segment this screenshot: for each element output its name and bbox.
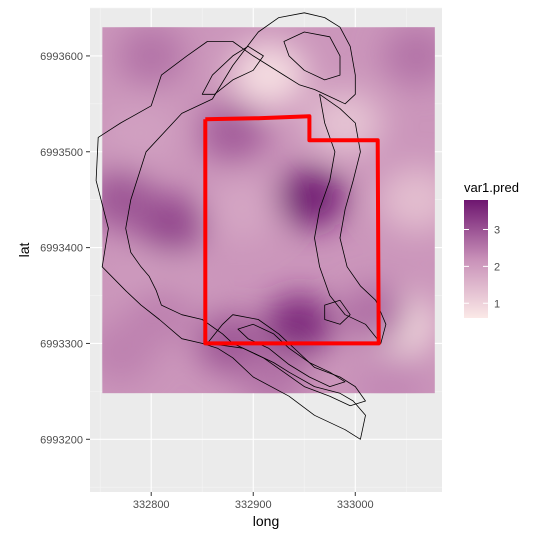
x-tick-label: 332900 bbox=[235, 499, 272, 511]
y-axis: 6993200 6993300 6993400 6993500 6993600 bbox=[40, 51, 90, 446]
surface-low bbox=[378, 167, 435, 232]
surface-hotspot bbox=[102, 169, 155, 230]
surface-hotspot bbox=[265, 294, 334, 355]
surface-hotspot bbox=[382, 27, 435, 86]
outline-polygon bbox=[95, 12, 366, 440]
surface-low bbox=[205, 177, 282, 242]
surface-hotspot bbox=[117, 27, 186, 86]
surface-hotspot bbox=[356, 351, 425, 394]
outline-polygon bbox=[237, 323, 346, 388]
surface-low bbox=[307, 91, 384, 156]
surface-hotspot bbox=[277, 167, 346, 228]
y-tick-label: 6993400 bbox=[40, 243, 83, 255]
surface-hotspot bbox=[102, 323, 155, 384]
highlight-region bbox=[203, 114, 381, 346]
outline-polygon bbox=[314, 93, 387, 344]
surface-hotspot bbox=[239, 346, 308, 394]
y-axis-title: lat bbox=[16, 243, 32, 258]
x-axis: 332800 332900 333000 bbox=[133, 492, 374, 511]
surface-hotspot bbox=[198, 102, 267, 163]
highlight-polygon bbox=[203, 114, 381, 346]
legend-title: var1.pred bbox=[464, 180, 519, 195]
surface-hotspot bbox=[341, 284, 410, 345]
x-axis-title: long bbox=[253, 513, 279, 529]
y-tick-label: 6993200 bbox=[40, 434, 83, 446]
outline-polygon bbox=[324, 299, 351, 325]
outline-polygons bbox=[95, 12, 387, 440]
outline-polygon bbox=[206, 314, 366, 407]
surface-low bbox=[230, 43, 307, 108]
surface-hotspot bbox=[137, 193, 206, 254]
prediction-surface bbox=[102, 27, 435, 394]
outline-polygon bbox=[201, 45, 264, 95]
x-tick-label: 332800 bbox=[133, 499, 170, 511]
outline-polygon bbox=[283, 31, 341, 81]
legend-tick-label: 3 bbox=[494, 225, 500, 237]
y-tick-label: 6993600 bbox=[40, 51, 83, 63]
legend-colorbar bbox=[464, 200, 488, 318]
y-tick-label: 6993500 bbox=[40, 147, 83, 159]
legend-tick-label: 2 bbox=[494, 261, 500, 273]
x-tick-label: 333000 bbox=[337, 499, 374, 511]
color-legend: var1.pred 1 2 3 bbox=[464, 180, 519, 318]
y-tick-label: 6993300 bbox=[40, 338, 83, 350]
surface-hotspot bbox=[127, 284, 196, 345]
surface-low bbox=[103, 100, 180, 165]
legend-tick-label: 1 bbox=[494, 298, 500, 310]
